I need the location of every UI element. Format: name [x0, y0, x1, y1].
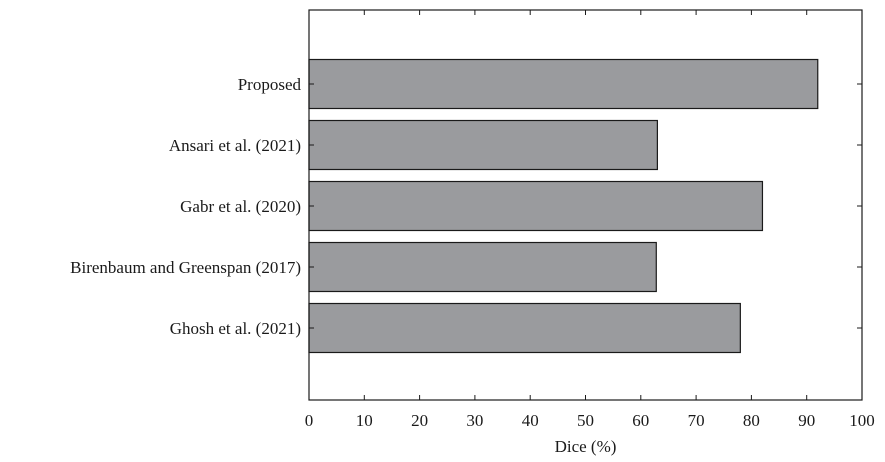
labels-layer: Proposed Ansari et al. (2021) Gabr et al. …	[70, 75, 875, 430]
x-tick-label-60: 60	[632, 411, 649, 430]
x-tick-label-20: 20	[411, 411, 428, 430]
x-tick-label-80: 80	[743, 411, 760, 430]
x-tick-label-70: 70	[688, 411, 705, 430]
x-tick-label-90: 90	[798, 411, 815, 430]
ticks-layer	[308, 10, 863, 400]
x-tick-label-50: 50	[577, 411, 594, 430]
category-label-gabr-et-al-2020: Gabr et al. (2020)	[180, 197, 301, 216]
bar-birenbaum-and-greenspan-2017	[308, 241, 657, 293]
x-tick-label-0: 0	[305, 411, 314, 430]
category-label-ghosh-et-al-2021: Ghosh et al. (2021)	[170, 319, 301, 338]
x-tick-label-100: 100	[849, 411, 875, 430]
x-axis-title: Dice (%)	[555, 437, 617, 456]
bar-ansari-et-al-2021	[308, 119, 658, 171]
bar-proposed	[308, 58, 819, 110]
bar-ghosh-et-al-2021	[308, 302, 741, 354]
bars-layer	[308, 58, 819, 354]
x-tick-label-10: 10	[356, 411, 373, 430]
category-label-proposed: Proposed	[238, 75, 302, 94]
category-label-birenbaum-and-greenspan-2017: Birenbaum and Greenspan (2017)	[70, 258, 301, 277]
x-tick-label-40: 40	[522, 411, 539, 430]
x-tick-label-30: 30	[466, 411, 483, 430]
bar-gabr-et-al-2020	[308, 180, 764, 232]
category-label-ansari-et-al-2021: Ansari et al. (2021)	[169, 136, 301, 155]
